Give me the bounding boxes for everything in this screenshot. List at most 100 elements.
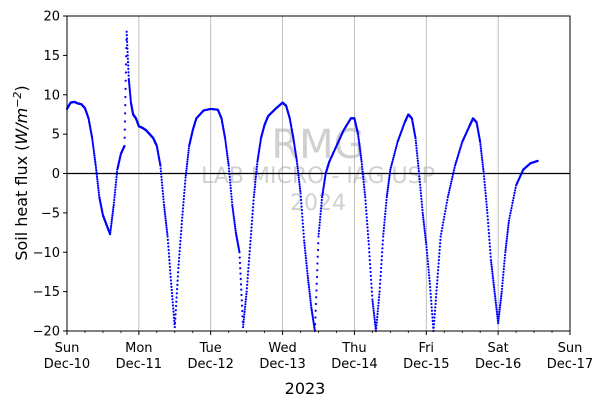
data-point xyxy=(418,178,421,181)
data-point xyxy=(438,245,441,248)
data-point xyxy=(314,323,317,326)
data-point xyxy=(367,239,370,243)
data-point xyxy=(360,158,363,161)
data-point xyxy=(493,292,496,295)
data-point xyxy=(295,160,299,163)
data-point xyxy=(110,222,113,225)
data-point xyxy=(160,181,164,184)
data-point xyxy=(388,176,391,179)
data-point xyxy=(382,232,385,235)
data-point xyxy=(423,227,426,230)
data-point xyxy=(322,184,325,187)
data-point xyxy=(311,314,314,317)
data-point xyxy=(378,286,381,289)
data-point xyxy=(183,182,187,185)
data-point xyxy=(305,264,308,267)
data-point xyxy=(384,204,388,207)
data-point xyxy=(435,289,438,292)
data-point xyxy=(246,273,250,276)
data-point xyxy=(497,319,500,322)
data-point xyxy=(389,168,392,171)
data-point xyxy=(381,251,384,254)
data-point xyxy=(423,225,426,228)
data-point xyxy=(177,266,180,270)
y-tick-label: 10 xyxy=(43,88,60,103)
data-point xyxy=(363,190,366,194)
data-point xyxy=(316,269,319,272)
data-point xyxy=(380,259,383,262)
watermark-line-1: RMG xyxy=(271,122,364,168)
data-point xyxy=(165,228,168,231)
data-point xyxy=(502,273,505,276)
data-point xyxy=(505,239,508,243)
y-axis: −20 −15 −10 −5 0 5 10 15 20 xyxy=(33,10,67,340)
data-point xyxy=(164,221,168,225)
data-point xyxy=(232,217,236,220)
data-point xyxy=(501,284,504,288)
data-point xyxy=(426,257,429,260)
data-point xyxy=(306,269,309,272)
data-point xyxy=(387,182,390,185)
data-point xyxy=(179,236,182,239)
data-point xyxy=(507,221,510,225)
data-point xyxy=(417,169,420,173)
data-point xyxy=(320,196,324,199)
data-point xyxy=(96,182,99,185)
data-point xyxy=(128,89,131,92)
data-point xyxy=(126,47,129,50)
data-point xyxy=(431,319,434,322)
data-point xyxy=(179,233,183,236)
data-point xyxy=(433,309,437,312)
data-point xyxy=(172,313,175,316)
data-point xyxy=(165,224,168,227)
data-point xyxy=(423,229,426,232)
data-point xyxy=(371,300,374,303)
data-point xyxy=(129,94,132,97)
data-point xyxy=(365,216,368,219)
data-point xyxy=(241,325,245,329)
data-point xyxy=(230,195,233,198)
data-point xyxy=(480,156,484,159)
data-point xyxy=(360,156,363,159)
data-point xyxy=(439,242,442,245)
data-point xyxy=(314,309,317,312)
data-point xyxy=(126,54,129,57)
data-point xyxy=(364,206,368,209)
data-point xyxy=(315,296,318,299)
data-point xyxy=(428,277,431,280)
data-point xyxy=(253,185,256,189)
data-point xyxy=(303,244,306,247)
data-point xyxy=(424,241,428,244)
data-point xyxy=(251,209,254,212)
data-point xyxy=(383,215,387,218)
data-point xyxy=(320,198,323,202)
data-point xyxy=(479,140,482,144)
data-point xyxy=(372,311,376,315)
data-point xyxy=(511,201,514,205)
data-point xyxy=(253,190,256,194)
data-point xyxy=(426,260,429,263)
data-point xyxy=(359,150,362,153)
data-point xyxy=(445,201,448,204)
data-point xyxy=(128,81,131,84)
data-point xyxy=(493,295,497,298)
data-point xyxy=(488,242,491,245)
data-point xyxy=(180,229,183,232)
data-point xyxy=(174,313,177,316)
data-point xyxy=(311,316,314,319)
data-point xyxy=(394,148,397,151)
data-point xyxy=(251,216,254,219)
data-point xyxy=(416,159,419,162)
data-point xyxy=(94,162,97,165)
data-point xyxy=(357,136,360,140)
data-point xyxy=(240,293,243,297)
data-point xyxy=(418,172,421,175)
data-point xyxy=(300,205,303,208)
data-point xyxy=(126,61,130,64)
data-point xyxy=(181,213,184,216)
data-point xyxy=(489,252,492,255)
data-point xyxy=(226,154,229,157)
data-point xyxy=(505,237,508,240)
data-point xyxy=(96,178,99,181)
